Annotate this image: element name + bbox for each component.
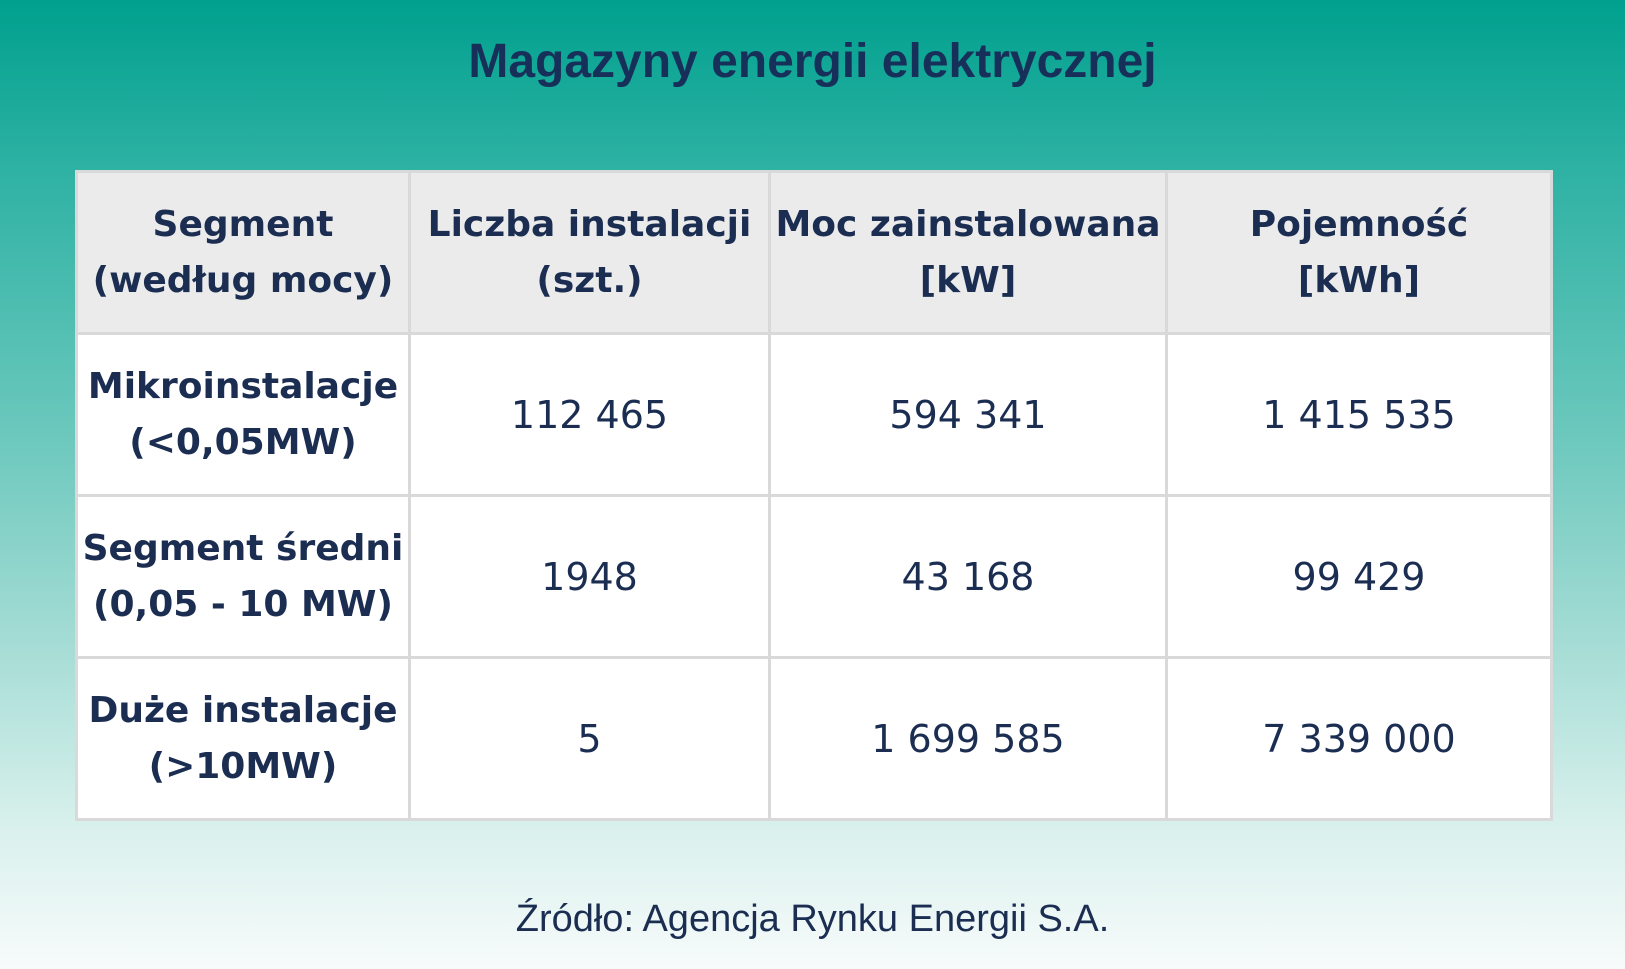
table-row: Mikroinstalacje (<0,05MW) 112 465 594 34… — [75, 332, 1553, 497]
header-capacity-line2: [kWh] — [1297, 259, 1421, 301]
capacity-cell: 1 415 535 — [1165, 332, 1553, 497]
header-count-line1: Liczba instalacji — [427, 203, 752, 245]
capacity-cell: 7 339 000 — [1165, 656, 1553, 821]
table-header-row: Segment (według mocy) Liczba instalacji … — [75, 170, 1553, 335]
column-header-capacity: Pojemność [kWh] — [1165, 170, 1553, 335]
header-count-line2: (szt.) — [536, 259, 643, 301]
header-power-line1: Moc zainstalowana — [775, 203, 1161, 245]
column-header-power: Moc zainstalowana [kW] — [768, 170, 1168, 335]
row-segment-cell: Mikroinstalacje (<0,05MW) — [75, 332, 411, 497]
segment-range: (0,05 - 10 MW) — [93, 583, 393, 625]
power-cell: 43 168 — [768, 494, 1168, 659]
table-row: Duże instalacje (>10MW) 5 1 699 585 7 33… — [75, 656, 1553, 821]
header-power-line2: [kW] — [919, 259, 1017, 301]
column-header-count: Liczba instalacji (szt.) — [408, 170, 771, 335]
row-segment-cell: Duże instalacje (>10MW) — [75, 656, 411, 821]
segment-name: Duże instalacje — [88, 689, 398, 731]
header-segment-line2: (według mocy) — [92, 259, 394, 301]
segment-name: Segment średni — [82, 527, 404, 569]
header-capacity-line1: Pojemność — [1249, 203, 1469, 245]
segment-range: (<0,05MW) — [129, 421, 357, 463]
header-segment-line1: Segment — [152, 203, 334, 245]
page-title: Magazyny energii elektrycznej — [468, 35, 1157, 88]
column-header-segment: Segment (według mocy) — [75, 170, 411, 335]
segment-name: Mikroinstalacje — [87, 365, 399, 407]
segment-range: (>10MW) — [148, 745, 338, 787]
energy-storage-table: Segment (według mocy) Liczba instalacji … — [75, 170, 1553, 821]
capacity-cell: 99 429 — [1165, 494, 1553, 659]
count-cell: 5 — [408, 656, 771, 821]
source-note: Źródło: Agencja Rynku Energii S.A. — [515, 898, 1110, 940]
table-row: Segment średni (0,05 - 10 MW) 1948 43 16… — [75, 494, 1553, 659]
count-cell: 1948 — [408, 494, 771, 659]
power-cell: 594 341 — [768, 332, 1168, 497]
row-segment-cell: Segment średni (0,05 - 10 MW) — [75, 494, 411, 659]
count-cell: 112 465 — [408, 332, 771, 497]
power-cell: 1 699 585 — [768, 656, 1168, 821]
